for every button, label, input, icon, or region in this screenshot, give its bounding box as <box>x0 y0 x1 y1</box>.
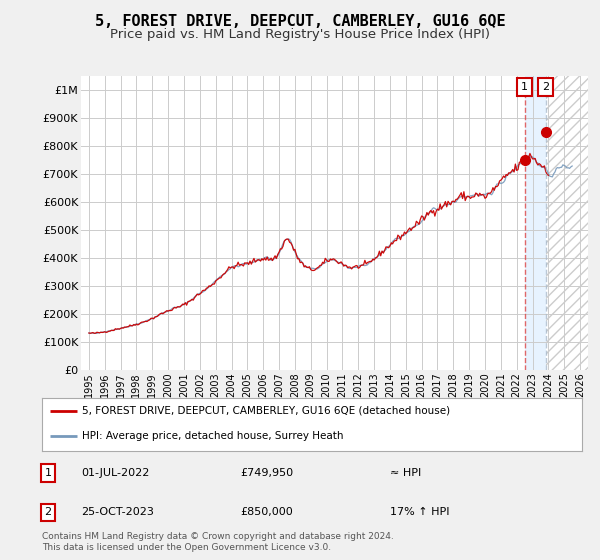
Text: 2: 2 <box>44 507 52 517</box>
Text: 17% ↑ HPI: 17% ↑ HPI <box>390 507 449 517</box>
Text: Contains HM Land Registry data © Crown copyright and database right 2024.
This d: Contains HM Land Registry data © Crown c… <box>42 532 394 552</box>
Bar <box>545 76 588 370</box>
Text: ≈ HPI: ≈ HPI <box>390 468 421 478</box>
Text: £850,000: £850,000 <box>240 507 293 517</box>
Text: 5, FOREST DRIVE, DEEPCUT, CAMBERLEY, GU16 6QE (detached house): 5, FOREST DRIVE, DEEPCUT, CAMBERLEY, GU1… <box>83 406 451 416</box>
Text: 01-JUL-2022: 01-JUL-2022 <box>81 468 149 478</box>
Text: 25-OCT-2023: 25-OCT-2023 <box>81 507 154 517</box>
Text: 5, FOREST DRIVE, DEEPCUT, CAMBERLEY, GU16 6QE: 5, FOREST DRIVE, DEEPCUT, CAMBERLEY, GU1… <box>95 14 505 29</box>
Text: 1: 1 <box>44 468 52 478</box>
Text: 1: 1 <box>521 82 528 92</box>
Bar <box>545 76 588 370</box>
Bar <box>524 76 545 370</box>
Text: HPI: Average price, detached house, Surrey Heath: HPI: Average price, detached house, Surr… <box>83 431 344 441</box>
Text: £749,950: £749,950 <box>240 468 293 478</box>
Text: 2: 2 <box>542 82 549 92</box>
Text: Price paid vs. HM Land Registry's House Price Index (HPI): Price paid vs. HM Land Registry's House … <box>110 28 490 41</box>
